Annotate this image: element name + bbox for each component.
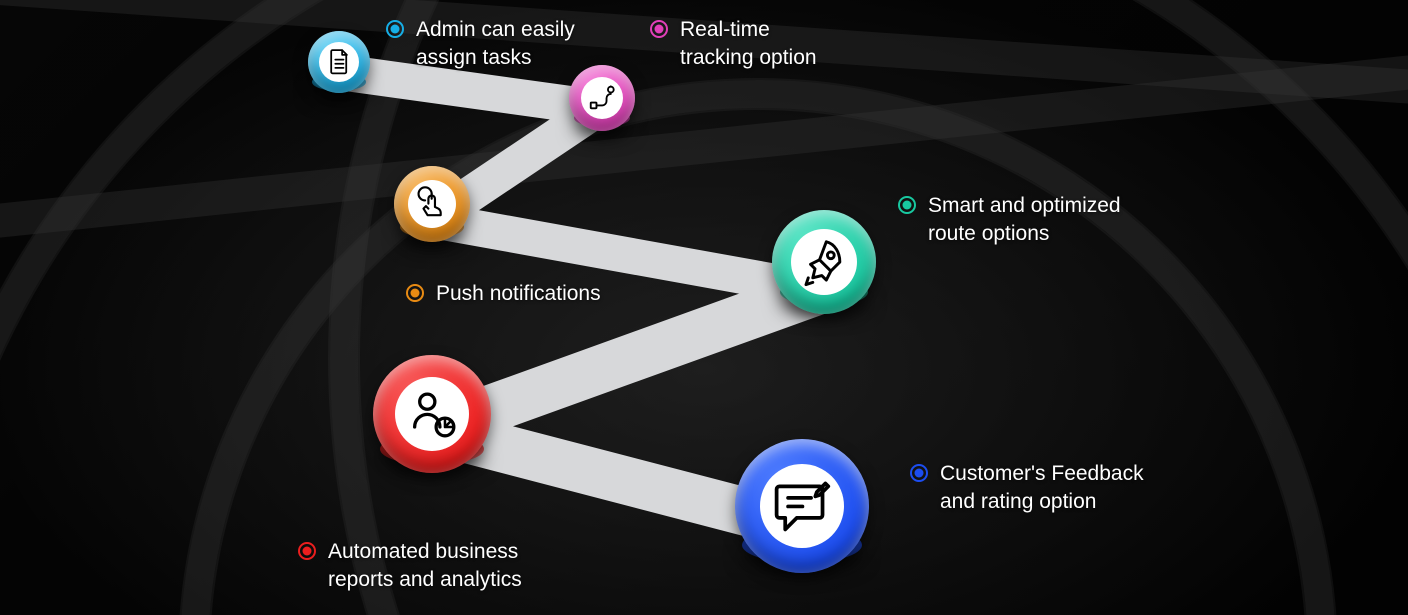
pin-push-notifications [394, 166, 470, 242]
infographic-stage: Admin can easily assign tasks Real-time t… [0, 0, 1408, 615]
label-smart-route: Smart and optimized route options [898, 192, 1121, 249]
user-chart-icon [402, 384, 463, 445]
pin-real-time-tracking [569, 65, 635, 131]
pin-customer-feedback [735, 439, 869, 573]
bullet-icon [386, 20, 404, 38]
label-text: Push notifications [436, 280, 601, 308]
label-text: Admin can easily assign tasks [416, 16, 575, 73]
pin-smart-route [772, 210, 876, 314]
pin-automated-reports [373, 355, 491, 473]
label-text: Automated business reports and analytics [328, 538, 522, 595]
bullet-icon [650, 20, 668, 38]
label-customer-feedback: Customer's Feedback and rating option [910, 460, 1144, 517]
label-assign-tasks: Admin can easily assign tasks [386, 16, 575, 73]
label-text: Real-time tracking option [680, 16, 817, 73]
bullet-icon [406, 284, 424, 302]
route-icon [585, 81, 619, 115]
label-text: Smart and optimized route options [928, 192, 1121, 249]
label-text: Customer's Feedback and rating option [940, 460, 1144, 517]
label-push-notifications: Push notifications [406, 280, 601, 308]
document-icon [323, 46, 356, 79]
bullet-icon [910, 464, 928, 482]
label-real-time-tracking: Real-time tracking option [650, 16, 817, 73]
pin-assign-tasks [308, 31, 370, 93]
feedback-icon [768, 472, 837, 541]
bullet-icon [298, 542, 316, 560]
label-automated-reports: Automated business reports and analytics [298, 538, 522, 595]
rocket-icon [797, 235, 851, 289]
bullet-icon [898, 196, 916, 214]
touch-icon [412, 184, 451, 223]
